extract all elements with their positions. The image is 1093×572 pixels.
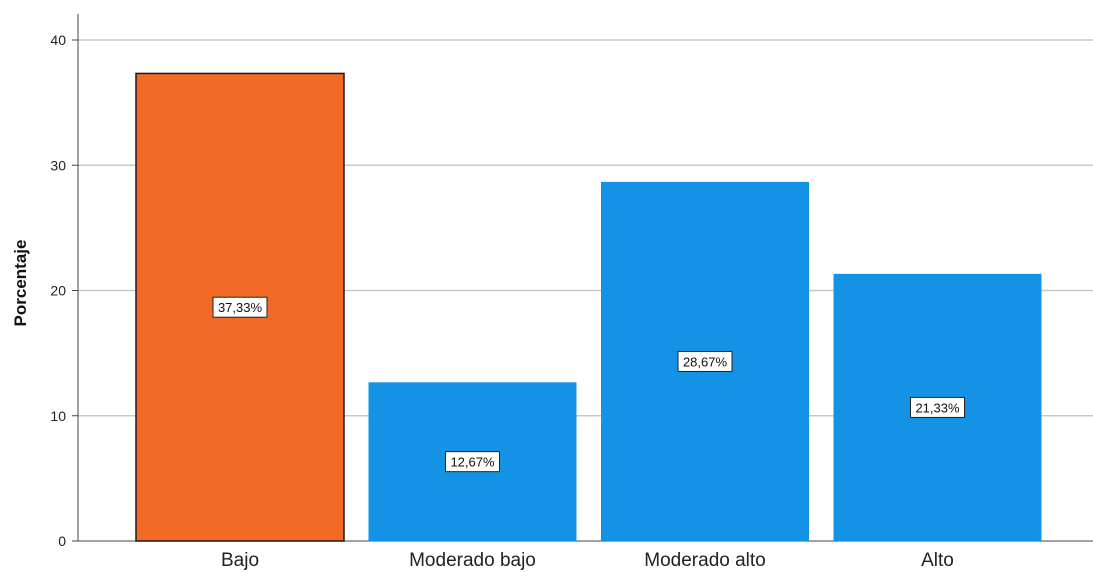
y-tick-label: 30 — [50, 157, 66, 173]
y-tick-label: 10 — [50, 408, 66, 424]
category-labels: Bajo Moderado bajo Moderado alto Alto — [221, 550, 954, 571]
data-label-box — [910, 396, 965, 418]
y-tick-label: 0 — [58, 533, 66, 549]
data-label-box — [212, 296, 268, 318]
y-axis-label: Porcentaje — [11, 240, 30, 327]
y-ticks: 0 10 20 30 40 — [50, 32, 78, 549]
data-label: 12,67% — [450, 455, 495, 470]
data-label-box — [677, 350, 733, 372]
category-label: Bajo — [221, 550, 259, 571]
category-label: Moderado bajo — [409, 550, 536, 571]
y-tick-label: 40 — [50, 32, 66, 48]
bars — [135, 72, 1042, 542]
category-label: Alto — [921, 550, 954, 571]
category-label: Moderado alto — [644, 550, 765, 571]
y-tick-label: 20 — [50, 283, 66, 299]
data-label-box — [445, 451, 500, 473]
data-label: 21,33% — [915, 400, 960, 415]
data-label: 28,67% — [683, 354, 728, 369]
data-labels: 37,33% 12,67% 28,67% 21,33% — [212, 296, 965, 473]
data-label: 37,33% — [218, 300, 263, 315]
